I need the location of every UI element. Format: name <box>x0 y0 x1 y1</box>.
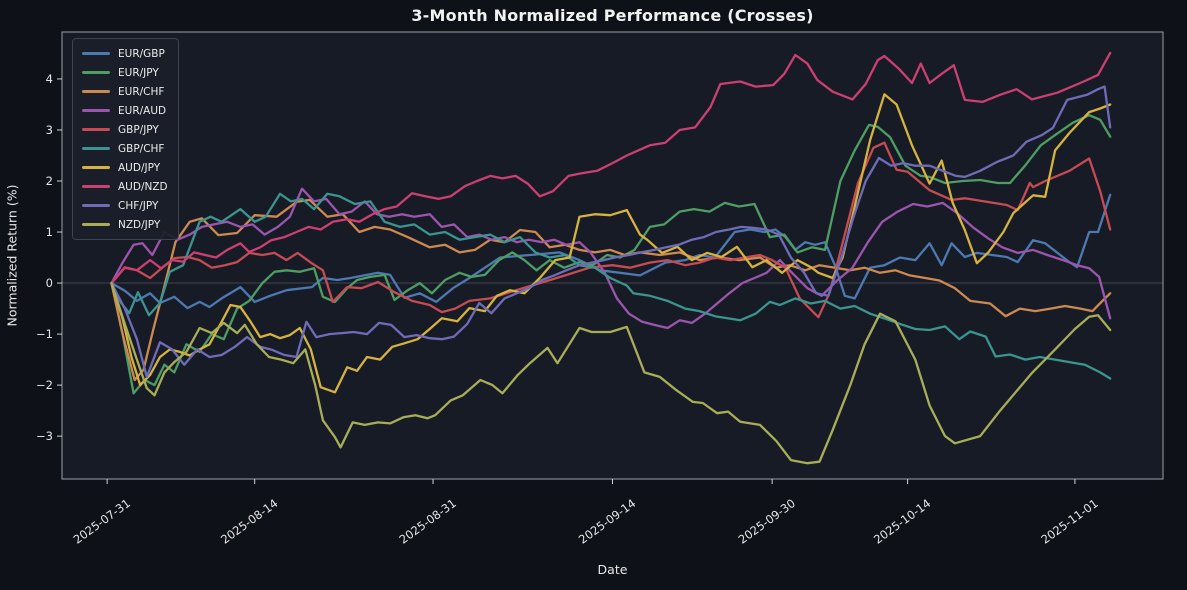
legend-item-label: NZD/JPY <box>118 218 161 231</box>
chart-title: 3-Month Normalized Performance (Crosses) <box>411 6 814 25</box>
legend-item-eur-aud: EUR/AUD <box>82 101 168 120</box>
y-tick-label: 3 <box>46 123 53 137</box>
legend-item-eur-jpy: EUR/JPY <box>82 63 168 82</box>
legend-item-label: EUR/CHF <box>118 85 165 98</box>
legend-item-nzd-jpy: NZD/JPY <box>82 215 168 234</box>
x-tick-label: 2025-11-01 <box>1038 496 1100 547</box>
legend-swatch <box>82 166 110 169</box>
legend-item-label: EUR/JPY <box>118 66 159 79</box>
y-tick-label: −2 <box>36 378 53 392</box>
y-tick-label: −3 <box>36 429 53 443</box>
series-line-aud-nzd <box>110 51 1112 285</box>
series-line-gbp-jpy <box>110 141 1112 319</box>
x-tick-label: 2025-10-14 <box>871 496 933 547</box>
x-tick-label: 2025-08-14 <box>218 496 280 547</box>
legend-item-eur-chf: EUR/CHF <box>82 82 168 101</box>
legend-swatch <box>82 204 110 207</box>
legend-swatch <box>82 52 110 55</box>
legend-swatch <box>82 71 110 74</box>
series-line-gbp-chf <box>110 192 1112 380</box>
legend-swatch <box>82 147 110 150</box>
legend-item-gbp-chf: GBP/CHF <box>82 139 168 158</box>
legend-swatch <box>82 109 110 112</box>
x-tick-label: 2025-09-14 <box>576 496 638 547</box>
legend-item-label: GBP/JPY <box>118 123 159 136</box>
legend-item-aud-nzd: AUD/NZD <box>82 177 168 196</box>
y-tick-label: 1 <box>46 225 53 239</box>
legend-item-label: EUR/AUD <box>118 104 167 117</box>
y-tick-label: −1 <box>36 327 53 341</box>
legend-swatch <box>82 223 110 226</box>
legend-item-label: AUD/NZD <box>118 180 168 193</box>
series-line-nzd-jpy <box>110 281 1112 465</box>
y-tick-label: 2 <box>46 174 53 188</box>
series-line-chf-jpy <box>110 85 1112 379</box>
legend-swatch <box>82 128 110 131</box>
x-tick-label: 2025-08-31 <box>396 496 458 547</box>
legend-swatch <box>82 90 110 93</box>
legend-item-label: GBP/CHF <box>118 142 165 155</box>
legend-item-chf-jpy: CHF/JPY <box>82 196 168 215</box>
y-tick-label: 4 <box>46 72 53 86</box>
legend-item-eur-gbp: EUR/GBP <box>82 44 168 63</box>
x-tick-label: 2025-07-31 <box>71 496 133 547</box>
legend-item-gbp-jpy: GBP/JPY <box>82 120 168 139</box>
legend-item-label: CHF/JPY <box>118 199 159 212</box>
legend-item-label: EUR/GBP <box>118 47 165 60</box>
y-tick-label: 0 <box>46 276 53 290</box>
legend: EUR/GBP EUR/JPY EUR/CHF EUR/AUD GBP/JPY GBP/C… <box>72 38 179 240</box>
legend-swatch <box>82 185 110 188</box>
x-tick-label: 2025-09-30 <box>736 496 798 547</box>
legend-item-aud-jpy: AUD/JPY <box>82 158 168 177</box>
legend-item-label: AUD/JPY <box>118 161 161 174</box>
x-axis-label: Date <box>597 562 628 577</box>
series-line-eur-aud <box>110 187 1112 330</box>
